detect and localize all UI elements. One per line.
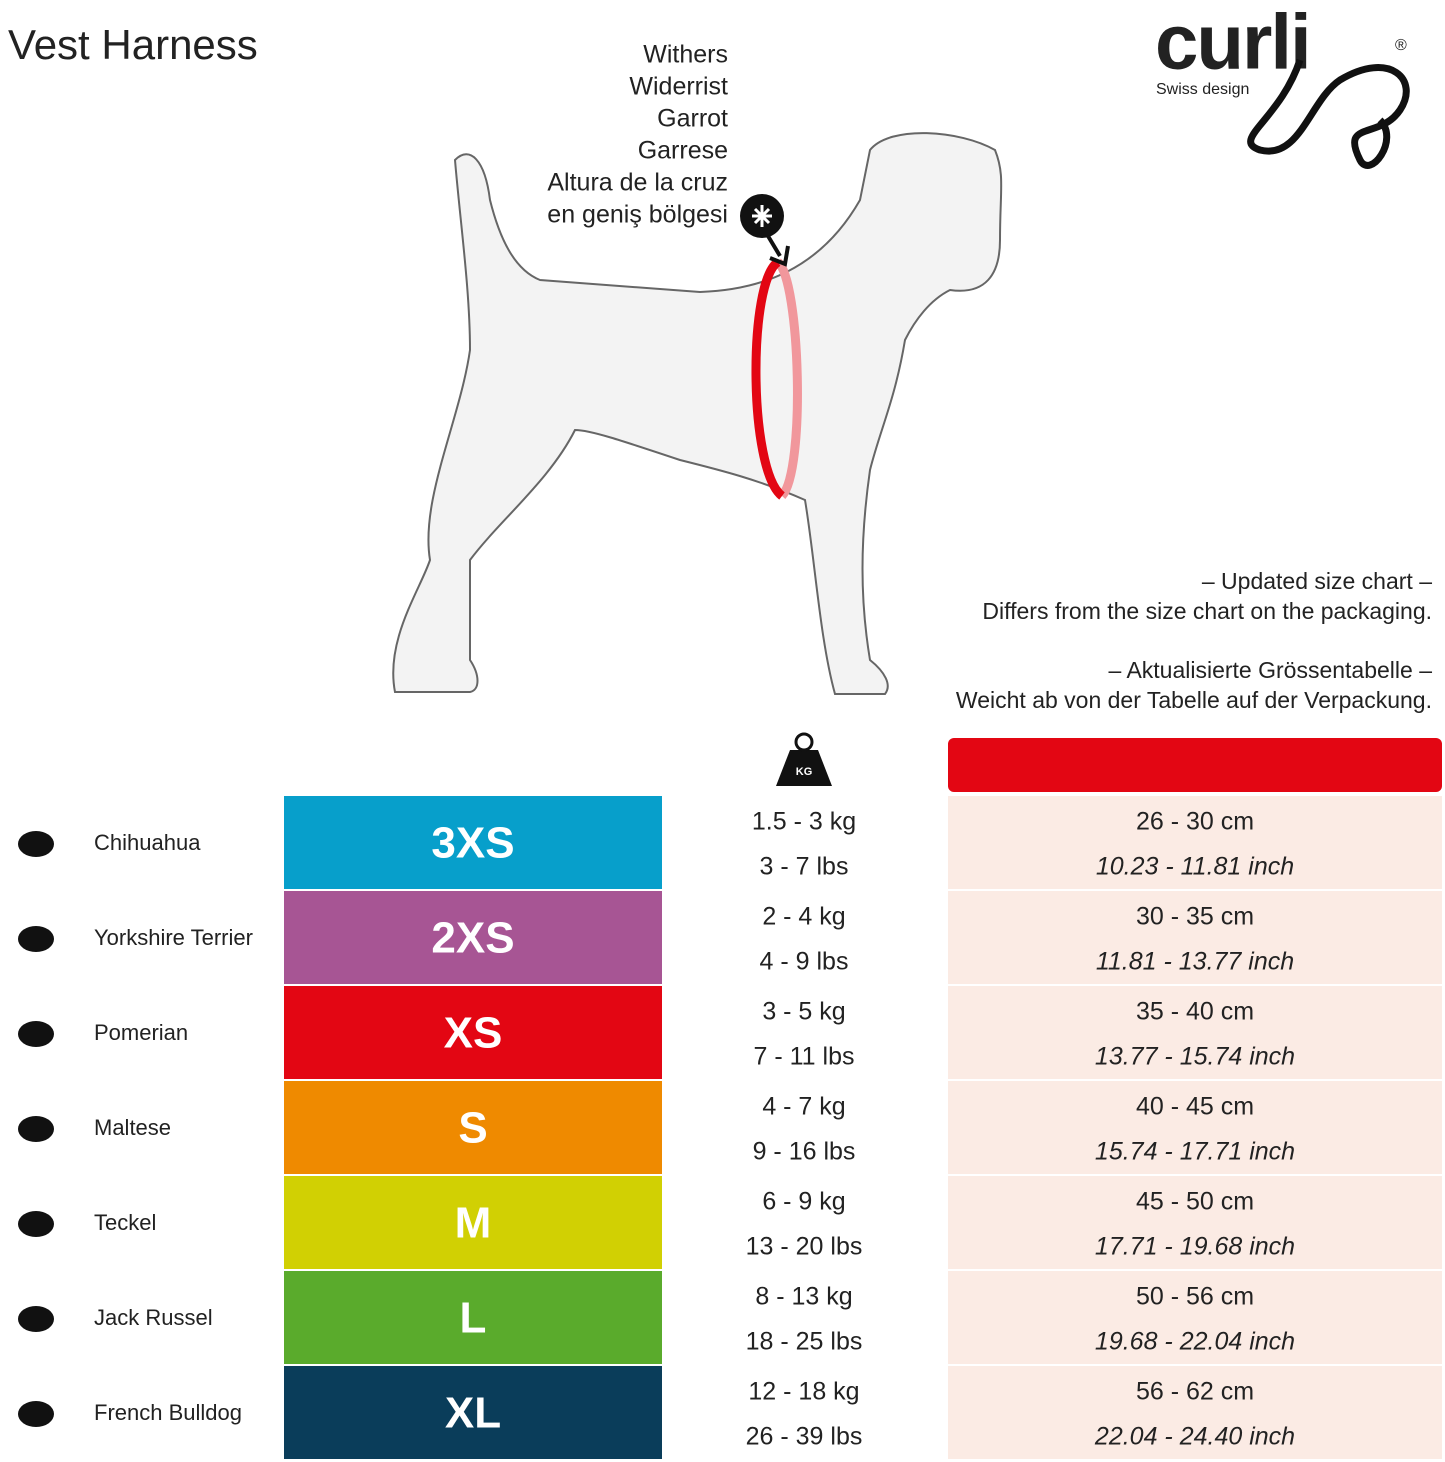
measure-cm: 50 - 56 cm <box>1136 1283 1254 1311</box>
measure-inch: 22.04 - 24.40 inch <box>1094 1423 1295 1451</box>
logo-flourish <box>1247 58 1410 169</box>
measure-cm: 35 - 40 cm <box>1136 998 1254 1026</box>
size-label: 2XS <box>431 914 514 963</box>
measure-inch: 15.74 - 17.71 inch <box>1095 1138 1295 1166</box>
breed-name: Teckel <box>94 1210 156 1235</box>
measure-header-bar <box>948 738 1442 792</box>
weight-kg: 6 - 9 kg <box>762 1188 845 1216</box>
note: Differs from the size chart on the packa… <box>982 598 1432 624</box>
withers-label: Garrot <box>657 105 728 133</box>
withers-label: Withers <box>643 41 728 69</box>
note: – Updated size chart – <box>1202 568 1432 594</box>
breed-icon <box>18 831 54 857</box>
weight-kg: 8 - 13 kg <box>755 1283 852 1311</box>
weight-kg: 3 - 5 kg <box>762 998 845 1026</box>
withers-label: en geniş bölgesi <box>547 201 728 229</box>
note: – Aktualisierte Grössentabelle – <box>1109 657 1433 683</box>
size-band <box>284 891 662 984</box>
measure-cell <box>948 796 1442 889</box>
breed-icon <box>18 1116 54 1142</box>
size-label: M <box>455 1199 492 1248</box>
weight-kg: 4 - 7 kg <box>762 1093 845 1121</box>
logo-name: curli <box>1155 0 1310 86</box>
size-table: Chihuahua 3XS 1.5 - 3 kg 3 - 7 lbs 26 - 30 c… <box>18 796 1442 1459</box>
logo-tagline: Swiss design <box>1156 81 1249 98</box>
measure-inch: 10.23 - 11.81 inch <box>1096 853 1294 881</box>
measure-inch: 17.71 - 19.68 inch <box>1095 1233 1295 1261</box>
size-label: XL <box>445 1389 501 1438</box>
breed-icon <box>18 926 54 952</box>
size-label: S <box>458 1104 487 1153</box>
harness-front <box>751 258 786 500</box>
weight-lbs: 26 - 39 lbs <box>746 1423 863 1451</box>
breed-icon <box>18 1401 54 1427</box>
breed-name: Jack Russel <box>94 1305 213 1330</box>
measure-inch: 11.81 - 13.77 inch <box>1096 948 1294 976</box>
measure-cm: 26 - 30 cm <box>1136 808 1254 836</box>
weight-icon <box>776 750 832 786</box>
logo-registered: ® <box>1395 37 1407 54</box>
withers-labels: Withers Widerrist Garrot Garrese Altura de l… <box>547 41 728 229</box>
measure-cell <box>948 1271 1442 1364</box>
measure-cm: 56 - 62 cm <box>1136 1378 1254 1406</box>
weight-lbs: 9 - 16 lbs <box>753 1138 856 1166</box>
withers-label: Altura de la cruz <box>547 169 728 197</box>
weight-lbs: 13 - 20 lbs <box>746 1233 863 1261</box>
measure-inch: 19.68 - 22.04 inch <box>1095 1328 1295 1356</box>
measure-cell <box>948 891 1442 984</box>
breed-name: Yorkshire Terrier <box>94 925 253 950</box>
size-band <box>284 986 662 1079</box>
weight-kg: 1.5 - 3 kg <box>752 808 856 836</box>
weight-icon-label: KG <box>796 766 813 778</box>
withers-label: Widerrist <box>629 73 728 101</box>
breed-icon <box>18 1211 54 1237</box>
page-title: Vest Harness <box>8 21 258 68</box>
weight-kg: 12 - 18 kg <box>748 1378 859 1406</box>
weight-lbs: 18 - 25 lbs <box>746 1328 863 1356</box>
weight-lbs: 4 - 9 lbs <box>760 948 849 976</box>
measure-inch: 13.77 - 15.74 inch <box>1095 1043 1295 1071</box>
breed-icon <box>18 1306 54 1332</box>
size-label: 3XS <box>431 819 514 868</box>
measure-cm: 40 - 45 cm <box>1136 1093 1254 1121</box>
measure-cm: 45 - 50 cm <box>1136 1188 1254 1216</box>
size-label: XS <box>444 1009 503 1058</box>
breed-name: Maltese <box>94 1115 171 1140</box>
asterisk <box>752 205 772 227</box>
weight-lbs: 3 - 7 lbs <box>760 853 849 881</box>
note: Weicht ab von der Tabelle auf der Verpac… <box>956 687 1432 713</box>
weight-lbs: 7 - 11 lbs <box>754 1043 855 1071</box>
size-band <box>284 1081 662 1174</box>
measure-cell <box>948 986 1442 1079</box>
size-band <box>284 796 662 889</box>
withers-label: Garrese <box>638 137 728 165</box>
logo: curli ® Swiss design <box>1155 0 1410 169</box>
size-band <box>284 1366 662 1459</box>
measure-cell <box>948 1081 1442 1174</box>
breed-icon <box>18 1021 54 1047</box>
dog-outline <box>392 132 1003 695</box>
weight-kg: 2 - 4 kg <box>762 903 845 931</box>
measure-cm: 30 - 35 cm <box>1136 903 1254 931</box>
harness-back <box>774 258 802 500</box>
measure-cell <box>948 1176 1442 1269</box>
size-band <box>284 1176 662 1269</box>
weight-icon-handle <box>794 732 814 752</box>
withers-arrow <box>766 234 790 267</box>
size-label: L <box>460 1294 487 1343</box>
breed-name: Pomerian <box>94 1020 188 1045</box>
breed-name: French Bulldog <box>94 1400 242 1425</box>
measure-cell <box>948 1366 1442 1459</box>
notes: – Updated size chart – Differs from the s… <box>956 568 1432 713</box>
size-band <box>284 1271 662 1364</box>
breed-name: Chihuahua <box>94 830 201 855</box>
